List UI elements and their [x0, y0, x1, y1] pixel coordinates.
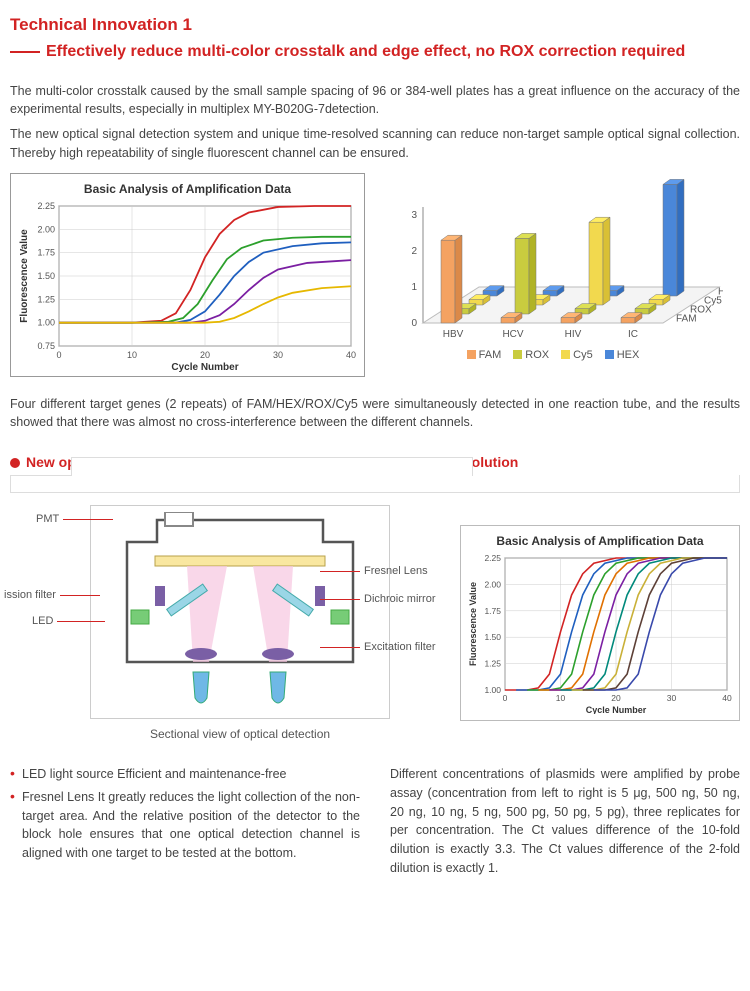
svg-text:30: 30	[273, 350, 283, 360]
svg-text:20: 20	[611, 693, 621, 703]
bar3d-chart: 0123FAMROXCy5HEXHBVHCVHIVIC FAMROXCy5HEX	[383, 173, 723, 364]
bottom-two-col: LED light source Efficient and maintenan…	[10, 765, 740, 878]
svg-text:1.75: 1.75	[484, 606, 501, 616]
svg-text:1.50: 1.50	[484, 632, 501, 642]
svg-text:40: 40	[346, 350, 356, 360]
svg-text:2.25: 2.25	[37, 202, 55, 211]
optics-caption: Sectional view of optical detection	[90, 725, 390, 743]
svg-text:1.75: 1.75	[37, 247, 55, 257]
svg-text:HBV: HBV	[443, 329, 464, 340]
optics-diagram-container: PMT ission filter LED Fresnel Lens Dichr…	[10, 505, 440, 743]
svg-text:10: 10	[127, 350, 137, 360]
svg-text:2.00: 2.00	[484, 579, 501, 589]
heading-line-icon	[10, 51, 40, 53]
intro-para-1: The multi-color crosstalk caused by the …	[10, 82, 740, 120]
svg-text:0: 0	[56, 350, 61, 360]
svg-text:0: 0	[503, 693, 508, 703]
amplification-chart-1: Basic Analysis of Amplification Data 0.7…	[10, 173, 365, 377]
svg-text:HCV: HCV	[502, 329, 523, 340]
svg-text:10: 10	[556, 693, 566, 703]
bullet-item: Fresnel Lens It greatly reduces the ligh…	[10, 788, 360, 863]
svg-text:1.00: 1.00	[484, 685, 501, 695]
optics-box	[90, 505, 390, 719]
svg-text:20: 20	[200, 350, 210, 360]
heading2-row: Effectively reduce multi-color crosstalk…	[10, 40, 740, 64]
tab-border-decoration	[10, 475, 740, 493]
svg-text:IC: IC	[628, 329, 638, 340]
label-emission-filter: ission filter	[4, 587, 100, 604]
label-pmt: PMT	[36, 511, 113, 528]
bar3d-legend: FAMROXCy5HEX	[383, 347, 723, 364]
dot-icon	[10, 458, 20, 468]
chart2-title: Basic Analysis of Amplification Data	[467, 532, 733, 550]
svg-text:40: 40	[722, 693, 732, 703]
label-fresnel: Fresnel Lens	[320, 563, 428, 580]
right-para-col: Different concentrations of plasmids wer…	[390, 765, 740, 878]
svg-text:HIV: HIV	[565, 329, 582, 340]
svg-text:2.25: 2.25	[484, 554, 501, 563]
svg-text:30: 30	[667, 693, 677, 703]
charts-row: Basic Analysis of Amplification Data 0.7…	[10, 173, 740, 377]
heading-technical-innovation: Technical Innovation 1	[10, 12, 740, 38]
amplification-chart-2: Basic Analysis of Amplification Data 1.0…	[460, 525, 740, 721]
bullet-item: LED light source Efficient and maintenan…	[10, 765, 360, 784]
svg-text:2.00: 2.00	[37, 224, 55, 234]
svg-text:Cycle Number: Cycle Number	[171, 362, 238, 372]
plasmid-para: Different concentrations of plasmids wer…	[390, 765, 740, 878]
label-dichroic: Dichroic mirror	[320, 591, 436, 608]
bullet-list: LED light source Efficient and maintenan…	[10, 765, 360, 863]
svg-text:1.25: 1.25	[37, 294, 55, 304]
bullet-col: LED light source Efficient and maintenan…	[10, 765, 360, 878]
svg-text:1.25: 1.25	[484, 659, 501, 669]
optics-row: PMT ission filter LED Fresnel Lens Dichr…	[10, 505, 740, 743]
crosstalk-result-para: Four different target genes (2 repeats) …	[10, 395, 740, 433]
chart1-svg: 0.75 1.00 1.25 1.50 1.75 2.00 2.25 0 10 20 30 40 Cyc…	[17, 202, 357, 372]
label-led: LED	[32, 613, 105, 630]
svg-text:HEX: HEX	[718, 286, 723, 297]
svg-text:0.75: 0.75	[37, 341, 55, 351]
svg-text:Fluorescence Value: Fluorescence Value	[19, 228, 30, 322]
chart2-svg: 1.00 1.25 1.50 1.75 2.00 2.25 0 10 20 30 40 Cycle N…	[467, 554, 733, 714]
svg-text:1.50: 1.50	[37, 271, 55, 281]
chart1-title: Basic Analysis of Amplification Data	[17, 180, 358, 198]
svg-text:0: 0	[411, 318, 417, 329]
svg-text:1.00: 1.00	[37, 317, 55, 327]
intro-para-2: The new optical signal detection system …	[10, 125, 740, 163]
svg-text:2: 2	[411, 246, 417, 257]
svg-text:3: 3	[411, 210, 417, 221]
svg-text:1: 1	[411, 282, 417, 293]
label-excitation: Excitation filter	[320, 639, 436, 656]
svg-text:Cycle Number: Cycle Number	[586, 705, 647, 714]
bar3d-svg: 0123FAMROXCy5HEXHBVHCVHIVIC	[383, 173, 723, 343]
heading-subtitle: Effectively reduce multi-color crosstalk…	[46, 40, 685, 64]
svg-text:Fluorescence Value: Fluorescence Value	[468, 582, 478, 666]
optics-svg	[97, 512, 383, 712]
